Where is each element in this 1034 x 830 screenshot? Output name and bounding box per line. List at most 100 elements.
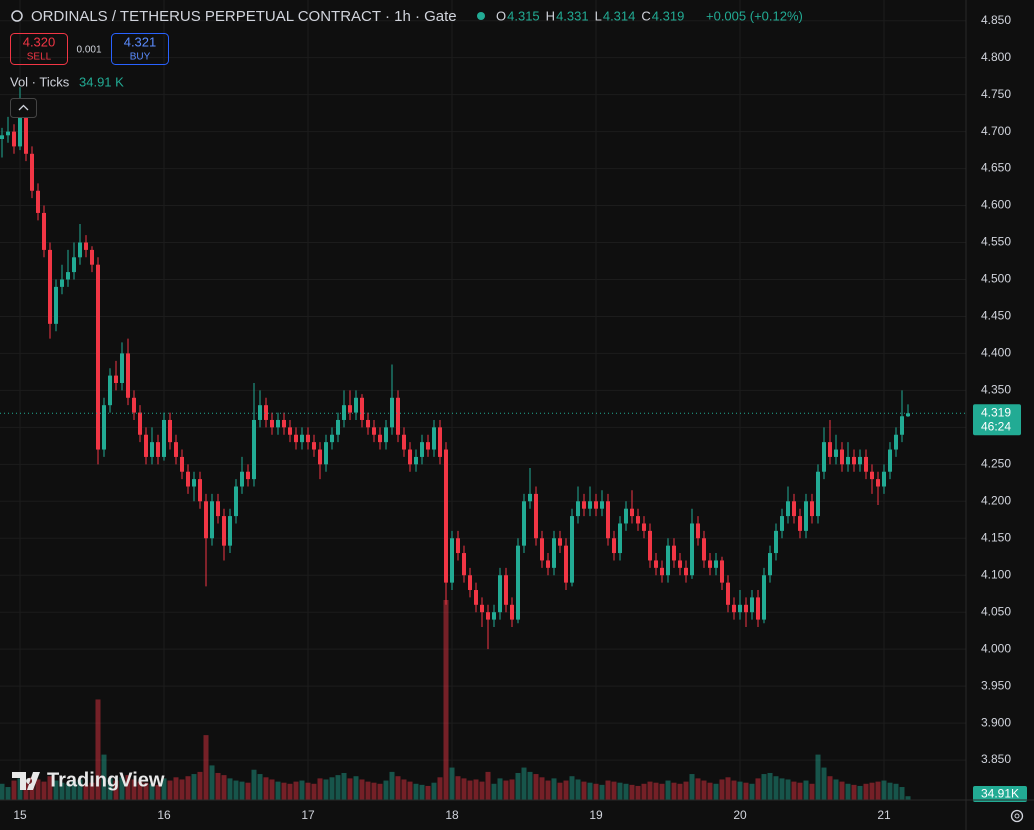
candle-body bbox=[222, 516, 226, 546]
y-tick-label: 4.800 bbox=[981, 50, 1011, 64]
candle-body bbox=[570, 516, 574, 583]
sell-price[interactable]: 4.320 bbox=[23, 34, 56, 49]
collapse-icon[interactable] bbox=[18, 104, 29, 111]
buy-label[interactable]: BUY bbox=[130, 52, 151, 63]
volume-bar bbox=[347, 778, 353, 800]
volume-value: 34.91 K bbox=[79, 74, 124, 89]
volume-bar bbox=[563, 780, 569, 800]
volume-bar bbox=[389, 771, 395, 800]
candle-body bbox=[840, 449, 844, 465]
candle-body bbox=[780, 516, 784, 531]
candle-body bbox=[6, 131, 10, 136]
candle-body bbox=[384, 427, 388, 443]
volume-bar bbox=[857, 785, 863, 800]
candle-body bbox=[18, 113, 22, 147]
volume-bar bbox=[149, 783, 155, 800]
candle-body bbox=[702, 538, 706, 561]
volume-bar bbox=[0, 783, 5, 800]
candle-body bbox=[390, 397, 394, 428]
collapse-button[interactable] bbox=[10, 98, 37, 118]
candle-body bbox=[210, 501, 214, 539]
candle-body bbox=[42, 212, 46, 250]
volume-bar bbox=[503, 780, 509, 800]
candle-body bbox=[36, 190, 40, 213]
volume-bar bbox=[611, 781, 617, 800]
ohlc-label: O bbox=[496, 8, 506, 23]
candle-body bbox=[696, 523, 700, 539]
volume-bar bbox=[491, 783, 497, 800]
y-tick-label: 4.350 bbox=[981, 383, 1011, 397]
volume-bar bbox=[851, 784, 857, 800]
candle-body bbox=[420, 442, 424, 457]
y-tick-label: 4.150 bbox=[981, 530, 1011, 544]
volume-bar bbox=[203, 735, 209, 800]
volume-bar bbox=[773, 776, 779, 800]
volume-bar bbox=[125, 775, 131, 800]
volume-bar bbox=[119, 777, 125, 800]
buy-button[interactable] bbox=[111, 33, 169, 65]
volume-bar bbox=[521, 767, 527, 800]
candle-body bbox=[24, 113, 28, 154]
volume-bar bbox=[107, 778, 113, 800]
candle-body bbox=[666, 545, 670, 576]
volume-bar bbox=[173, 777, 179, 800]
volume-bar bbox=[5, 787, 11, 800]
volume-bar bbox=[269, 779, 275, 800]
volume-bar bbox=[113, 780, 119, 800]
volume-bar bbox=[545, 780, 551, 800]
volume-bar bbox=[827, 776, 833, 800]
candle-body bbox=[354, 397, 358, 413]
candle-body bbox=[72, 257, 76, 273]
candle-body bbox=[810, 501, 814, 517]
candle-body bbox=[600, 501, 604, 509]
y-tick-label: 4.500 bbox=[981, 272, 1011, 286]
candle-body bbox=[276, 419, 280, 428]
volume-bar bbox=[377, 783, 383, 800]
candle-body bbox=[882, 471, 886, 487]
candle-body bbox=[516, 545, 520, 620]
sell-label[interactable]: SELL bbox=[27, 52, 52, 63]
candle-body bbox=[786, 501, 790, 517]
volume-bar bbox=[143, 782, 149, 800]
y-tick-label: 3.900 bbox=[981, 715, 1011, 729]
candle-body bbox=[522, 501, 526, 546]
candle-body bbox=[366, 419, 370, 428]
volume-bar bbox=[791, 781, 797, 800]
settings-icon[interactable] bbox=[1014, 813, 1020, 819]
candle-body bbox=[306, 434, 310, 443]
volume-bar bbox=[869, 782, 875, 800]
candle-body bbox=[744, 604, 748, 613]
volume-bar bbox=[689, 774, 695, 800]
volume-bar bbox=[719, 779, 725, 800]
volume-bar bbox=[59, 782, 65, 800]
candle-body bbox=[444, 449, 448, 583]
volume-bar bbox=[623, 783, 629, 800]
candle-body bbox=[750, 597, 754, 613]
x-tick-label: 21 bbox=[877, 808, 891, 822]
volume-bar bbox=[365, 781, 371, 800]
volume-bar bbox=[425, 785, 431, 800]
volume-bar bbox=[35, 779, 41, 800]
volume-bar bbox=[587, 782, 593, 800]
volume-bar bbox=[509, 779, 515, 800]
candle-body bbox=[96, 264, 100, 450]
candle-body bbox=[822, 442, 826, 472]
candle-body bbox=[474, 590, 478, 605]
change: +0.005 (+0.12%) bbox=[706, 8, 803, 23]
volume-bar bbox=[593, 783, 599, 800]
buy-price[interactable]: 4.321 bbox=[124, 34, 157, 49]
candle-body bbox=[396, 397, 400, 435]
candle-body bbox=[108, 375, 112, 406]
volume-bar bbox=[551, 778, 557, 800]
volume-bar bbox=[179, 779, 185, 800]
settings-button[interactable] bbox=[1010, 809, 1024, 823]
candle-body bbox=[270, 419, 274, 428]
candle-body bbox=[900, 416, 904, 435]
candle-body bbox=[864, 456, 868, 472]
candle-body bbox=[762, 575, 766, 620]
sell-button[interactable] bbox=[10, 33, 68, 65]
candle-body bbox=[894, 434, 898, 450]
candle-body bbox=[888, 449, 892, 472]
ohlc-label: H bbox=[546, 8, 555, 23]
candle-body bbox=[204, 501, 208, 539]
